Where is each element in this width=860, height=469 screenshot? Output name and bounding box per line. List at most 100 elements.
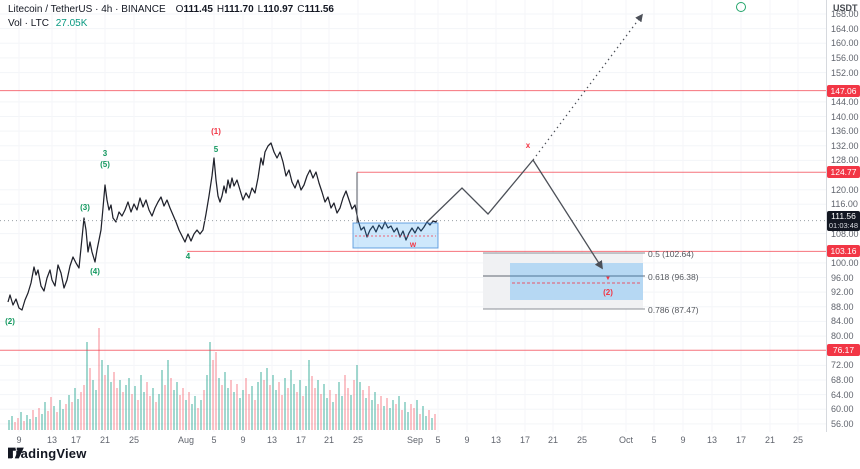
volume-bar (407, 412, 409, 430)
volume-bar (164, 385, 166, 430)
volume-bar (245, 378, 247, 430)
volume-bar (155, 402, 157, 430)
price-axis-tick: 96.00 (831, 272, 854, 283)
price-axis-tick: 108.00 (831, 228, 859, 239)
volume-bar (269, 385, 271, 430)
volume-bar (233, 392, 235, 430)
volume-bar (317, 380, 319, 430)
volume-label[interactable]: Vol · LTC (8, 18, 49, 29)
price-axis-tick: 140.00 (831, 111, 859, 122)
volume-bar (62, 409, 64, 430)
time-axis[interactable]: 9 13 17 21 25 Aug 5 9 13 17 21 25 Sep 5 9 13 17 21 25 Oct 5 9… (0, 432, 860, 447)
ohlc-values: O111.45 H111.70 L110.97 C111.56 (172, 4, 334, 15)
volume-bar (17, 418, 19, 430)
volume-bar (227, 388, 229, 430)
volume-bar (107, 365, 109, 430)
price-axis-tick: 64.00 (831, 389, 854, 400)
time-axis-tick: 17 (295, 435, 307, 445)
volume-bar (326, 398, 328, 430)
time-axis-tick: Sep (406, 435, 424, 445)
time-axis-tick: 25 (352, 435, 364, 445)
volume-bar (275, 390, 277, 430)
volume-bar (143, 392, 145, 430)
ohlc-open-value: 111.45 (183, 4, 213, 15)
ohlc-close-label: C (297, 4, 305, 15)
volume-bar (236, 384, 238, 430)
wave-label: (5) (100, 160, 110, 169)
volume-bar (200, 400, 202, 430)
volume-bar (221, 385, 223, 430)
volume-bar (260, 372, 262, 430)
price-axis-tick: 120.00 (831, 184, 859, 195)
volume-bar (356, 365, 358, 430)
volume-bar (191, 404, 193, 430)
time-axis-tick: Oct (618, 435, 634, 445)
volume-bar (263, 380, 265, 430)
volume-bar (149, 396, 151, 430)
time-axis-tick: 13 (706, 435, 718, 445)
volume-bar (314, 388, 316, 430)
volume-bar (251, 386, 253, 430)
projection-zigzag[interactable] (426, 159, 534, 223)
price-axis-tick: 72.00 (831, 360, 854, 371)
time-axis-tick: 5 (211, 435, 217, 445)
symbol-title[interactable]: Litecoin / TetherUS · 4h · BINANCE (8, 4, 166, 15)
volume-bar (350, 395, 352, 430)
volume-bar (368, 386, 370, 430)
volume-bar (320, 394, 322, 430)
price-axis-tick: 60.00 (831, 404, 854, 415)
volume-bar (98, 328, 100, 430)
projection-target-arrow[interactable] (532, 159, 603, 270)
volume-bar (401, 410, 403, 430)
volume-bar (299, 380, 301, 430)
fib-background-zone[interactable] (483, 253, 643, 309)
volume-bar (422, 406, 424, 430)
price-axis-tick: 164.00 (831, 23, 859, 34)
volume-bar (425, 416, 427, 430)
volume-bar (122, 392, 124, 430)
tradingview-logo[interactable]: TradingView (8, 446, 87, 461)
price-level-badge: 124.77 (827, 166, 860, 179)
time-axis-tick: 17 (519, 435, 531, 445)
volume-bar (65, 404, 67, 430)
time-axis-tick: 9 (240, 435, 246, 445)
price-axis-tick: 84.00 (831, 316, 854, 327)
volume-bar (11, 416, 13, 430)
price-axis-tick: 56.00 (831, 418, 854, 429)
fib-level-label: 0.618 (96.38) (648, 272, 699, 282)
volume-bar (83, 385, 85, 430)
price-axis-tick: 152.00 (831, 67, 859, 78)
volume-bar (197, 408, 199, 430)
volume-bar (341, 396, 343, 430)
volume-bar (284, 378, 286, 430)
volume-bar (32, 410, 34, 430)
volume-bar (281, 395, 283, 430)
volume-bar (170, 378, 172, 430)
volume-bar (128, 378, 130, 430)
volume-bar (428, 410, 430, 430)
volume-bar (146, 382, 148, 430)
price-axis-tick: 100.00 (831, 257, 859, 268)
volume-bar (23, 421, 25, 430)
volume-bar (167, 360, 169, 430)
price-level-badge: 76.17 (827, 344, 860, 357)
market-status-icon[interactable] (736, 2, 746, 12)
volume-bar (176, 382, 178, 430)
time-axis-tick: 5 (651, 435, 657, 445)
price-axis[interactable]: USDT 111.56 01:03:48 168.00 164.00 160.00 1… (827, 0, 860, 447)
volume-bar (92, 380, 94, 430)
volume-bar (41, 414, 43, 430)
fib-level-label: 0.5 (102.64) (648, 249, 694, 259)
time-axis-tick: 21 (547, 435, 559, 445)
fib-target-box[interactable] (510, 263, 643, 300)
volume-bar (347, 388, 349, 430)
wave-label: (2) (603, 288, 613, 297)
price-level-badge: 103.16 (827, 245, 860, 258)
time-axis-tick: 25 (576, 435, 588, 445)
projection-dotted-arrow[interactable] (532, 13, 643, 161)
volume-bar (419, 414, 421, 430)
volume-bar (224, 372, 226, 430)
volume-bar (185, 400, 187, 430)
volume-bar (86, 342, 88, 430)
